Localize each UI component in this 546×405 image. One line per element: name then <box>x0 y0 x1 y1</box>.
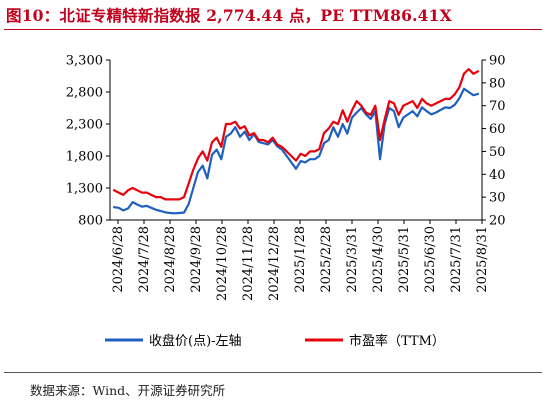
x-axis-tick-label: 2025/1/28 <box>293 226 308 293</box>
x-axis-tick-label: 2024/7/28 <box>137 226 152 293</box>
x-axis-tick-label: 2024/8/28 <box>163 226 178 293</box>
legend-label: 收盘价(点)-左轴 <box>149 333 242 349</box>
x-axis-tick-label: 2025/6/30 <box>423 226 438 293</box>
x-axis-tick-label: 2025/4/30 <box>371 226 386 293</box>
title-divider <box>4 29 542 30</box>
x-axis-tick-label: 2024/9/28 <box>189 226 204 293</box>
chart-title: 图10：北证专精特新指数报 2,774.44 点，PE TTM86.41X <box>6 6 452 25</box>
left-axis-tick-label: 2,800 <box>66 86 103 101</box>
x-axis-tick-label: 2024/6/28 <box>111 226 126 293</box>
source-note: 数据来源：Wind、开源证券研究所 <box>30 383 226 398</box>
x-axis-tick-label: 2025/8/31 <box>475 226 490 293</box>
left-axis-tick-label: 3,300 <box>66 54 103 69</box>
x-axis-tick-label: 2025/7/31 <box>449 226 464 293</box>
pe-ttm-line <box>112 67 480 201</box>
x-axis-tick-label: 2025/2/28 <box>319 226 334 293</box>
legend-label: 市盈率（TTM） <box>349 333 445 349</box>
x-axis-tick-label: 2024/12/28 <box>267 226 282 301</box>
right-axis-tick-label: 80 <box>489 76 506 91</box>
left-axis-tick-label: 1,300 <box>66 182 103 197</box>
right-axis-tick-label: 40 <box>489 168 506 183</box>
left-axis-tick-label: 2,300 <box>66 118 103 133</box>
right-axis-tick-label: 20 <box>489 214 506 229</box>
line-chart: 3,300 2,800 2,300 1,800 1,300 800 90 80 70 60 50 4… <box>66 54 506 350</box>
footer-divider <box>4 372 542 373</box>
x-axis-tick-label: 2024/11/28 <box>241 226 256 301</box>
right-axis-tick-label: 30 <box>489 191 506 206</box>
x-axis-tick-label: 2025/3/31 <box>345 226 360 293</box>
right-axis-tick-label: 60 <box>489 122 506 137</box>
close-price-line <box>112 87 480 215</box>
right-axis-tick-label: 90 <box>489 54 506 69</box>
left-axis-tick-label: 1,800 <box>66 150 103 165</box>
x-axis-tick-label: 2025/5/31 <box>397 226 412 293</box>
left-axis-tick-label: 800 <box>78 214 103 229</box>
right-axis-tick-label: 70 <box>489 99 506 114</box>
right-axis-tick-label: 50 <box>489 145 506 160</box>
x-axis-tick-label: 2024/10/28 <box>215 226 230 301</box>
